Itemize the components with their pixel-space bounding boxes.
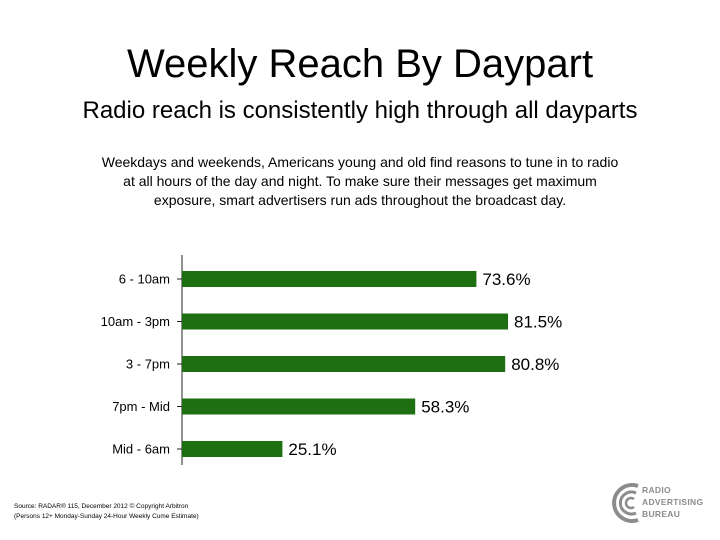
value-label: 73.6% bbox=[482, 270, 530, 289]
rab-logo-icon bbox=[612, 483, 639, 523]
bar bbox=[182, 398, 416, 415]
chart-title: Weekly Reach By Daypart bbox=[126, 42, 594, 86]
source-line-2: (Persons 12+ Monday-Sunday 24-Hour Weekl… bbox=[14, 513, 199, 520]
chart-subtitle: Radio reach is consistently high through… bbox=[82, 97, 638, 124]
logo-line-3: BUREAU bbox=[642, 509, 681, 519]
bar-chart: 6 - 10am 73.6% 10am - 3pm 81.5% 3 - 7pm 80.8%… bbox=[101, 255, 562, 465]
source-note: Source: RADAR® 115, December 2012 © Copy… bbox=[14, 502, 199, 522]
bar bbox=[182, 356, 506, 372]
logo-wordmark: RADIO ADVERTISING BUREAU bbox=[642, 484, 703, 520]
source-line-1: Source: RADAR® 115, December 2012 © Copy… bbox=[14, 503, 189, 510]
category-label: 3 - 7pm bbox=[126, 357, 170, 372]
value-label: 25.1% bbox=[288, 440, 336, 459]
category-label: 6 - 10am bbox=[119, 272, 170, 287]
value-label: 80.8% bbox=[511, 355, 559, 374]
bar bbox=[182, 441, 283, 457]
value-label: 58.3% bbox=[421, 398, 469, 417]
bar bbox=[182, 271, 477, 287]
rab-logo: RADIO ADVERTISING BUREAU bbox=[610, 478, 710, 528]
value-label: 81.5% bbox=[514, 313, 562, 332]
description-text: Weekdays and weekends, Americans young a… bbox=[101, 154, 619, 208]
logo-line-1: RADIO bbox=[642, 485, 671, 495]
category-label: 7pm - Mid bbox=[112, 399, 170, 414]
logo-line-2: ADVERTISING bbox=[642, 497, 704, 507]
category-label: Mid - 6am bbox=[112, 442, 170, 457]
bar bbox=[182, 313, 508, 330]
category-label: 10am - 3pm bbox=[101, 314, 170, 329]
